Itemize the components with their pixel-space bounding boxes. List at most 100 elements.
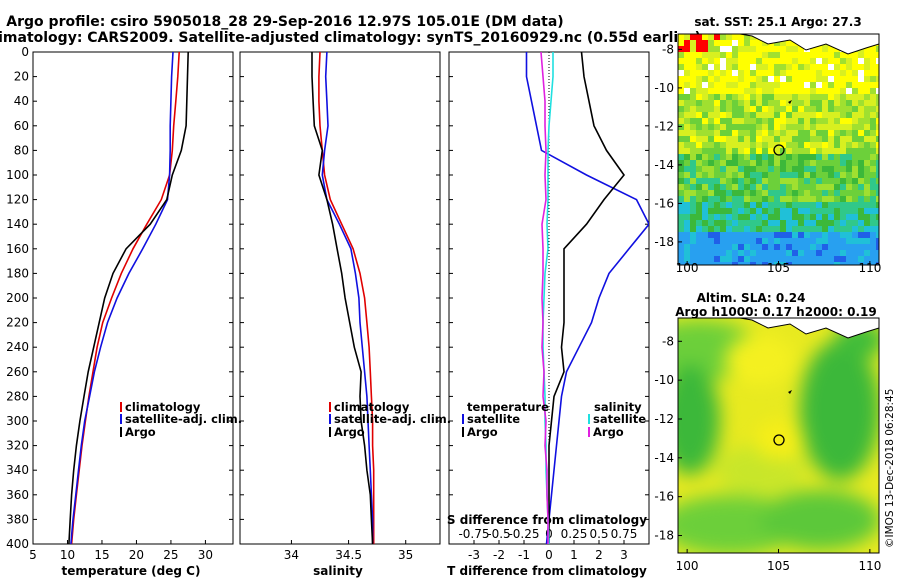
sst-cell xyxy=(756,250,762,256)
sst-cell xyxy=(822,154,828,160)
sst-cell xyxy=(738,226,744,232)
sst-cell xyxy=(720,34,726,40)
sst-cell xyxy=(792,148,798,154)
sst-cell xyxy=(702,82,708,88)
sst-cell xyxy=(768,220,774,226)
sst-cell xyxy=(822,76,828,82)
sst-cell xyxy=(786,148,792,154)
sst-cell xyxy=(732,220,738,226)
map-x-tick-label: 110 xyxy=(858,559,881,573)
sst-cell xyxy=(786,46,792,52)
sst-cell xyxy=(774,160,780,166)
sst-cell xyxy=(858,190,864,196)
sst-cell xyxy=(714,112,720,118)
sst-cell xyxy=(738,190,744,196)
sst-cell xyxy=(798,238,804,244)
sst-cell xyxy=(798,232,804,238)
sst-cell xyxy=(714,250,720,256)
sst-cell xyxy=(858,178,864,184)
s-difference-tick-label: -0.75 xyxy=(458,527,489,541)
sst-cell xyxy=(828,256,834,262)
sst-cell xyxy=(696,244,702,250)
sst-cell xyxy=(816,82,822,88)
temperature-axis-label: temperature (deg C) xyxy=(62,564,201,578)
sst-cell xyxy=(744,34,750,40)
sst-cell xyxy=(708,220,714,226)
sst-cell xyxy=(816,142,822,148)
sst-cell xyxy=(744,196,750,202)
difference-x-ticks: -3 -2 -1 0 1 2 3 xyxy=(468,548,628,562)
sst-cell xyxy=(684,88,690,94)
map-x-tick-label: 105 xyxy=(767,559,790,573)
sst-cell xyxy=(804,244,810,250)
sst-cell xyxy=(792,214,798,220)
sst-cell xyxy=(678,142,684,148)
sst-cell xyxy=(786,262,792,265)
sst-cell xyxy=(864,136,870,142)
sst-cell xyxy=(870,262,876,265)
sst-cell xyxy=(750,220,756,226)
sst-cell xyxy=(834,262,840,265)
sst-cell xyxy=(822,226,828,232)
sst-cell xyxy=(774,220,780,226)
sst-cell xyxy=(828,190,834,196)
sst-cell xyxy=(786,184,792,190)
sst-cell xyxy=(828,262,834,265)
sst-cell xyxy=(798,172,804,178)
sst-cell xyxy=(876,166,879,172)
sst-cell xyxy=(756,214,762,220)
sst-cell xyxy=(828,178,834,184)
sst-cell xyxy=(702,40,708,46)
sst-cell xyxy=(714,190,720,196)
salinity-difference-x-ticks: -0.75-0.5-0.25 0 0.25 0.5 0.75 xyxy=(458,527,637,541)
sst-cell xyxy=(678,232,684,238)
sst-cell xyxy=(804,262,810,265)
sst-cell xyxy=(780,196,786,202)
sst-cell xyxy=(792,202,798,208)
sst-cell xyxy=(792,130,798,136)
sst-cell xyxy=(774,238,780,244)
sst-cell xyxy=(738,250,744,256)
sst-cell xyxy=(696,106,702,112)
sst-cell xyxy=(798,124,804,130)
sst-cell xyxy=(816,148,822,154)
sst-cell xyxy=(816,196,822,202)
x-tick-label: 20 xyxy=(129,548,144,562)
legend-argo: Argo xyxy=(334,425,365,439)
sst-cell xyxy=(864,64,870,70)
sst-cell xyxy=(714,46,720,52)
sst-cell xyxy=(780,166,786,172)
sst-cell xyxy=(702,214,708,220)
sst-cell xyxy=(864,118,870,124)
sst-cell xyxy=(714,106,720,112)
sst-cell xyxy=(822,100,828,106)
sst-cell xyxy=(792,172,798,178)
sst-cell xyxy=(678,94,684,100)
sst-cell xyxy=(708,238,714,244)
sst-cell xyxy=(768,178,774,184)
sst-cell xyxy=(750,142,756,148)
sst-cell xyxy=(816,256,822,262)
sst-cell xyxy=(726,172,732,178)
sst-cell xyxy=(708,100,714,106)
sst-cell xyxy=(726,214,732,220)
sst-cell xyxy=(834,250,840,256)
map-y-tick-label: -16 xyxy=(654,490,674,504)
sst-cell xyxy=(840,250,846,256)
sst-cell xyxy=(702,178,708,184)
sst-cell xyxy=(762,82,768,88)
sst-cell xyxy=(762,136,768,142)
sst-cell xyxy=(702,136,708,142)
sst-cell xyxy=(774,226,780,232)
sst-cell xyxy=(864,94,870,100)
sst-cell xyxy=(780,124,786,130)
sst-cell xyxy=(714,226,720,232)
sst-cell xyxy=(708,70,714,76)
sst-cell xyxy=(870,178,876,184)
sst-cell xyxy=(756,196,762,202)
sst-cell xyxy=(756,130,762,136)
sst-cell xyxy=(822,220,828,226)
sst-cell xyxy=(738,136,744,142)
sst-cell xyxy=(768,76,774,82)
sst-cell xyxy=(798,118,804,124)
